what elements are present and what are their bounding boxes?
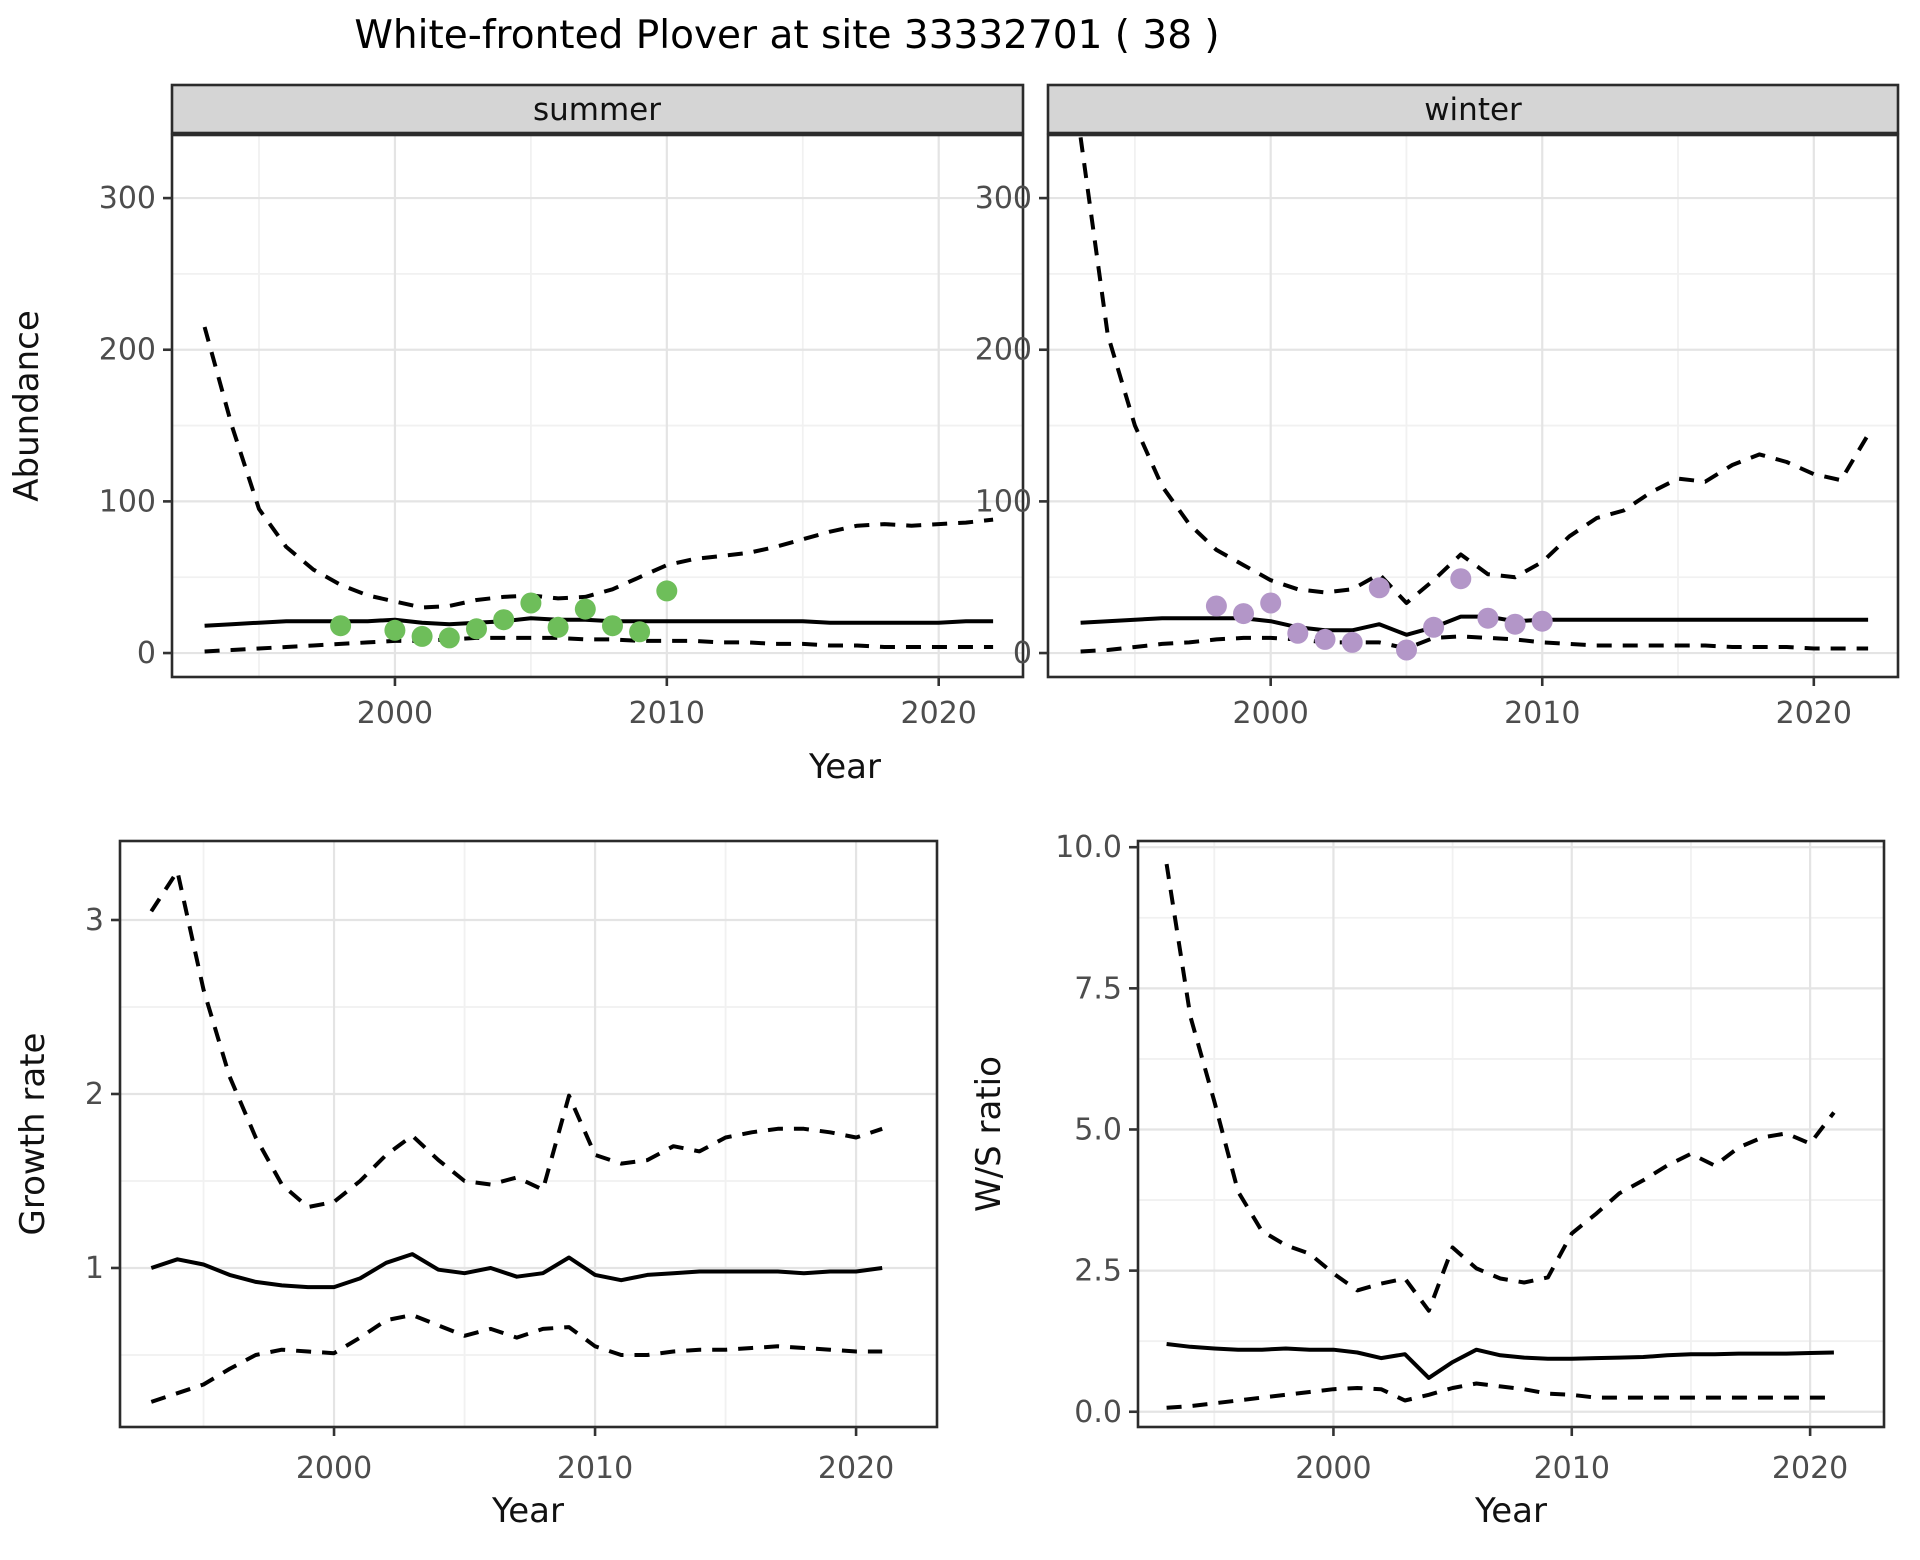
x-tick-label: 2010: [1504, 696, 1580, 731]
winter-data-point: [1531, 610, 1553, 632]
y-tick-label: 5.0: [1074, 1112, 1122, 1147]
summer-data-point: [547, 616, 569, 638]
y-tick-label: 0.0: [1074, 1395, 1122, 1430]
panel-background: [120, 841, 937, 1427]
panel-background: [1138, 841, 1884, 1427]
upper_ci-line: [1078, 137, 1870, 605]
panel-border: [170, 133, 1025, 679]
page-title: White-fronted Plover at site 33332701 ( …: [354, 13, 1219, 58]
ws-year-axis-label: Year: [1474, 1491, 1547, 1531]
winter-data-point: [1477, 607, 1499, 629]
x-tick-label: 2000: [296, 1451, 372, 1486]
growth-year-axis-label: Year: [491, 1491, 564, 1531]
summer-data-point: [520, 592, 542, 614]
winter-data-point: [1314, 628, 1336, 650]
summer-data-point: [466, 618, 487, 640]
summer-data-point: [493, 609, 515, 631]
median-line: [1080, 614, 1869, 637]
facet-strip: [1046, 83, 1900, 135]
summer-data-point: [574, 598, 596, 620]
panel-border: [118, 839, 939, 1429]
lower_ci-line: [204, 635, 994, 654]
y-tick-label: 2.5: [1074, 1254, 1122, 1289]
panel-background: [1048, 135, 1898, 677]
winter-data-point: [1287, 622, 1309, 644]
summer-data-point: [411, 625, 433, 647]
y-tick-label: 100: [99, 484, 156, 519]
panel-border: [1046, 133, 1900, 679]
abundance-axis-label: Abundance: [7, 310, 47, 502]
lower_ci-line: [1080, 634, 1869, 654]
summer-data-point: [656, 580, 678, 602]
summer-data-point: [330, 615, 352, 637]
x-tick-label: 2010: [629, 696, 705, 731]
x-tick-label: 2010: [557, 1451, 633, 1486]
y-tick-label: 10.0: [1055, 830, 1122, 865]
summer-data-point: [602, 615, 623, 637]
winter-data-point: [1233, 603, 1254, 625]
winter-data-point: [1423, 616, 1445, 638]
panel-data-layer: [1164, 863, 1836, 1410]
y-tick-label: 200: [975, 333, 1032, 368]
panel-data-layer: [1078, 137, 1870, 661]
winter-data-point: [1396, 639, 1417, 661]
x-tick-label: 2020: [1776, 696, 1852, 731]
panel-summer: 2000 2010 2020 0 100 200 300: [99, 83, 1025, 731]
winter-data-point: [1504, 613, 1526, 635]
y-tick-label: 300: [99, 181, 156, 216]
y-tick-label: 2: [85, 1077, 104, 1112]
panel-winter: 2000 2010 2020 0 100 200 300: [975, 83, 1900, 731]
top-year-axis-label: Year: [808, 747, 881, 787]
y-tick-label: 200: [99, 333, 156, 368]
winter-data-point: [1368, 577, 1390, 599]
upper_ci-line: [202, 326, 994, 610]
panel-growth: 2000 2010 2020 1 2 3: [85, 839, 939, 1486]
x-tick-label: 2020: [901, 696, 977, 731]
panel-border: [1136, 839, 1886, 1429]
x-tick-label: 2000: [1295, 1451, 1371, 1486]
y-tick-label: 300: [975, 181, 1032, 216]
winter-data-point: [1450, 568, 1472, 590]
x-tick-label: 2000: [357, 696, 433, 731]
x-tick-label: 2010: [1534, 1451, 1610, 1486]
facet-label-summer: summer: [533, 92, 661, 128]
y-tick-label: 0: [1013, 636, 1032, 671]
facet-label-winter: winter: [1424, 92, 1522, 128]
panel-background: [172, 135, 1023, 677]
lower_ci-line: [150, 1313, 883, 1404]
winter-data-point: [1260, 592, 1282, 614]
median-line: [150, 1252, 883, 1290]
winter-data-point: [1341, 631, 1363, 653]
lower_ci-line: [1166, 1381, 1834, 1410]
panel-data-layer: [149, 869, 883, 1404]
summer-data-point: [384, 619, 406, 641]
y-tick-label: 100: [975, 484, 1032, 519]
summer-data-point: [438, 627, 460, 649]
y-tick-label: 7.5: [1074, 971, 1122, 1006]
facet-strip: [170, 83, 1025, 135]
growth-rate-axis-label: Growth rate: [13, 1033, 53, 1236]
x-tick-label: 2000: [1233, 696, 1309, 731]
y-tick-label: 0: [137, 636, 156, 671]
winter-data-point: [1205, 595, 1227, 617]
y-tick-label: 1: [85, 1251, 104, 1286]
x-tick-label: 2020: [818, 1451, 894, 1486]
median-line: [1166, 1342, 1834, 1380]
ws-ratio-axis-label: W/S ratio: [969, 1056, 1009, 1212]
panel-data-layer: [202, 326, 994, 654]
summer-data-point: [629, 621, 651, 643]
y-tick-label: 3: [85, 903, 104, 938]
upper_ci-line: [1164, 863, 1836, 1313]
x-tick-label: 2020: [1772, 1451, 1848, 1486]
panel-ws: 2000 2010 2020 0.0 2.5 5.0 7.5 10.0: [1055, 830, 1886, 1486]
